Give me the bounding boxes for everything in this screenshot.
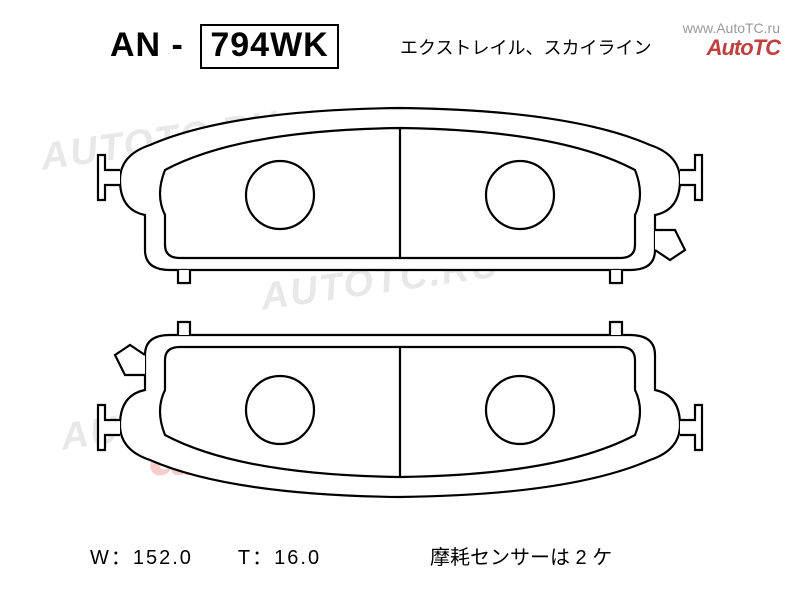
width-value: W：152.0 (90, 547, 193, 569)
part-code-box: 794WK (200, 24, 338, 69)
part-number: AN - 794WK (110, 24, 339, 69)
part-prefix: AN - (110, 26, 184, 64)
sensor-note: 摩耗センサーは 2 ケ (430, 541, 612, 570)
source-logo: AutoTC (707, 35, 780, 61)
dimensions: W：152.0 T：16.0 (90, 541, 321, 570)
brake-pad-diagram (80, 80, 720, 540)
vehicle-applications: エクストレイル、スカイライン (400, 34, 651, 60)
thickness-value: T：16.0 (238, 547, 321, 569)
source-url: www.AutoTC.ru (683, 20, 780, 36)
